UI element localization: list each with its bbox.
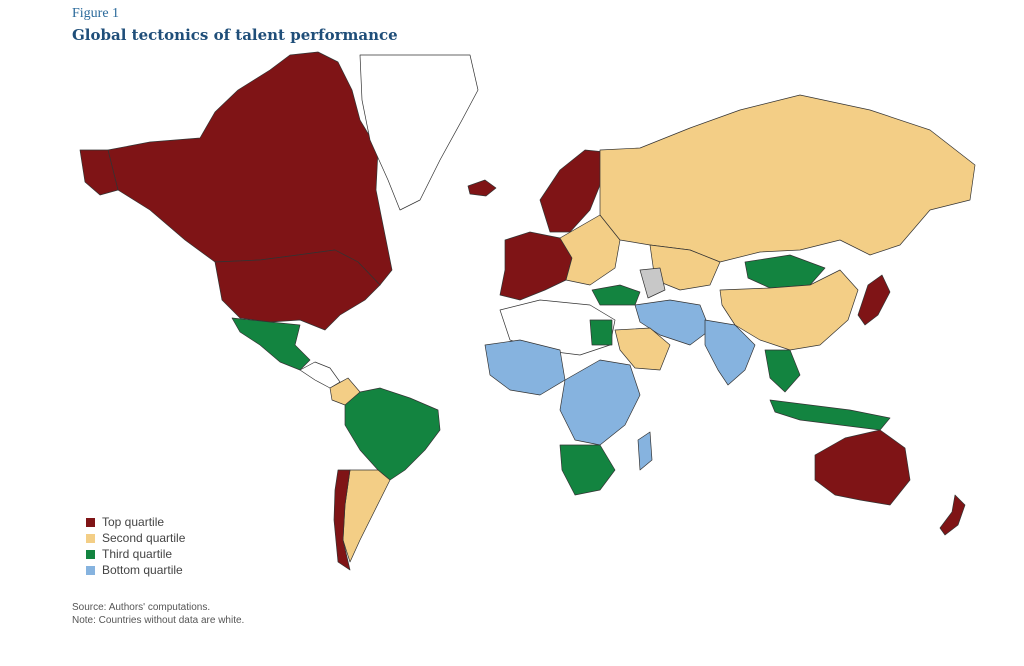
region-madagascar <box>637 431 653 471</box>
region-brazil-region <box>344 387 441 481</box>
legend-label: Top quartile <box>102 515 165 529</box>
region-russia <box>599 94 976 263</box>
region-usa <box>214 249 381 331</box>
legend-swatch <box>86 533 95 543</box>
region-mongolia <box>744 254 826 289</box>
source-note: Source: Authors' computations. <box>72 602 211 613</box>
legend-item-third: Third quartile <box>86 546 185 562</box>
region-western-europe <box>499 231 573 301</box>
figure-title: Global tectonics of talent performance <box>72 26 398 44</box>
region-arabia <box>614 327 671 371</box>
region-egypt <box>589 319 613 346</box>
legend-swatch <box>86 549 95 559</box>
region-greenland <box>359 54 479 211</box>
region-japan <box>857 274 891 326</box>
region-caucasus <box>639 267 666 299</box>
region-canada <box>107 51 393 286</box>
region-mexico <box>231 317 311 371</box>
region-china <box>719 269 859 351</box>
legend-item-top: Top quartile <box>86 514 185 530</box>
legend-label: Third quartile <box>102 547 173 561</box>
region-turkey <box>591 284 641 306</box>
region-india <box>704 319 756 386</box>
region-southern-africa <box>559 444 616 496</box>
region-central-america <box>299 361 341 389</box>
region-middle-east <box>634 299 711 346</box>
region-west-africa <box>484 339 566 396</box>
region-east-africa <box>559 359 641 446</box>
figure-notes: Source: Authors' computations. Note: Cou… <box>72 601 244 627</box>
region-argentina <box>342 469 391 563</box>
legend-item-bottom: Bottom quartile <box>86 562 185 578</box>
legend-swatch <box>86 565 95 575</box>
region-australia <box>814 429 911 506</box>
region-southeast-asia <box>764 349 801 393</box>
region-iceland <box>467 179 497 197</box>
map-legend: Top quartile Second quartile Third quart… <box>86 514 185 578</box>
region-chile <box>333 469 351 571</box>
figure-label: Figure 1 <box>72 6 120 21</box>
region-colombia <box>329 377 361 406</box>
legend-item-second: Second quartile <box>86 530 185 546</box>
region-alaska <box>79 149 119 196</box>
legend-label: Second quartile <box>102 531 186 545</box>
legend-label: Bottom quartile <box>102 563 183 577</box>
data-note: Note: Countries without data are white. <box>72 615 245 626</box>
region-indonesia <box>769 399 891 431</box>
legend-swatch <box>86 517 95 527</box>
region-new-zealand <box>939 494 966 536</box>
